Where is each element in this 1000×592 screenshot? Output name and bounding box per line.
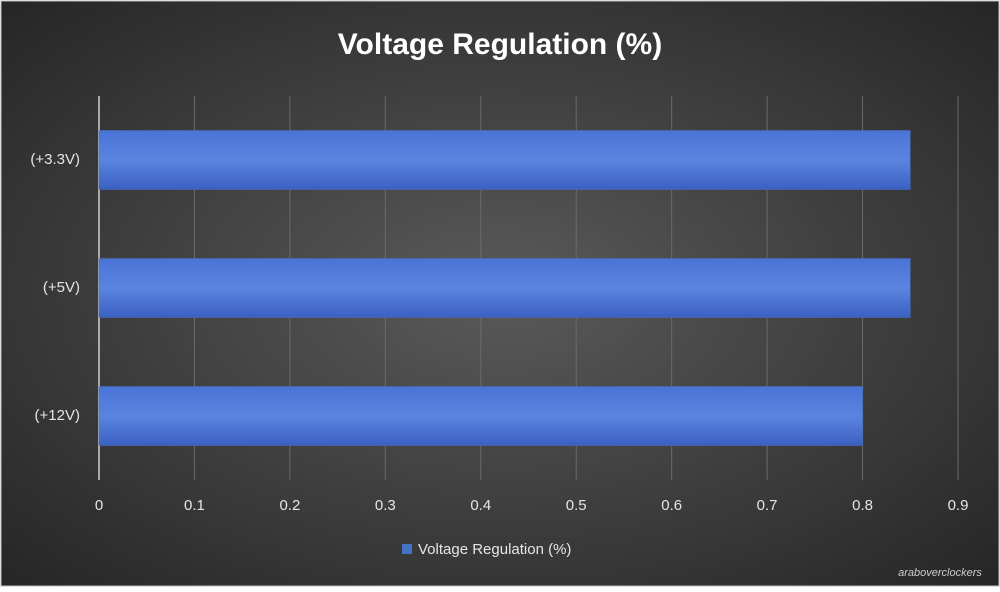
x-tick-label: 0.2 [279, 497, 300, 514]
x-tick-label: 0.9 [948, 497, 969, 514]
legend-swatch [402, 544, 412, 554]
x-tick-label: 0.1 [184, 497, 205, 514]
x-tick-label: 0.3 [375, 497, 396, 514]
x-tick-label: 0.7 [757, 497, 778, 514]
x-tick-label: 0.8 [852, 497, 873, 514]
bar [98, 130, 911, 190]
bar [98, 386, 863, 446]
y-tick-label: (+3.3V) [30, 151, 80, 168]
chart-title: Voltage Regulation (%) [338, 28, 662, 61]
watermark: araboverclockers [898, 567, 982, 579]
y-tick-label: (+5V) [43, 279, 80, 296]
y-tick-label: (+12V) [35, 407, 80, 424]
x-tick-label: 0.5 [566, 497, 587, 514]
legend-label: Voltage Regulation (%) [418, 541, 571, 558]
x-tick-label: 0 [95, 497, 103, 514]
x-tick-label: 0.6 [661, 497, 682, 514]
x-tick-label: 0.4 [470, 497, 491, 514]
bar [98, 258, 911, 318]
